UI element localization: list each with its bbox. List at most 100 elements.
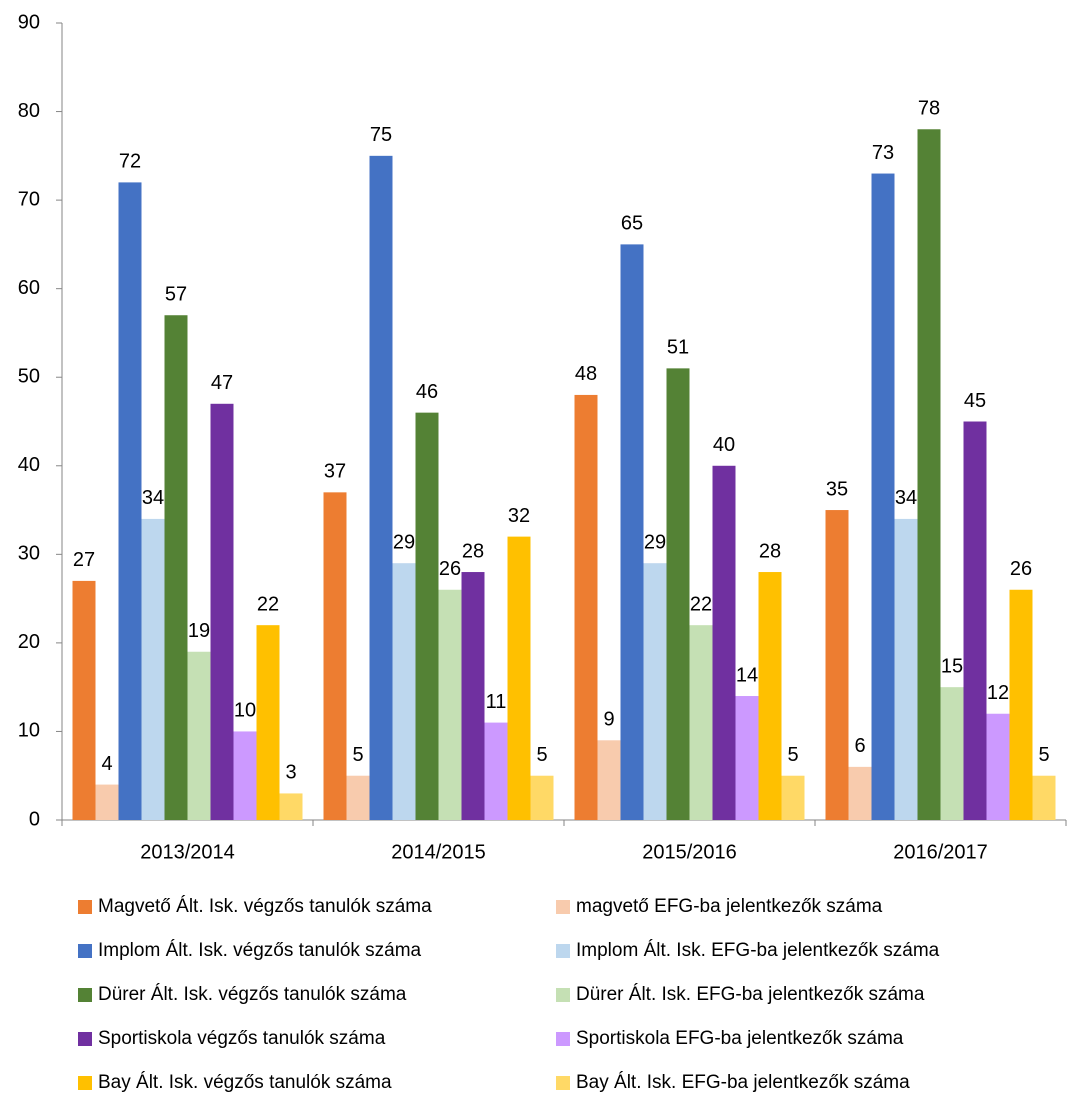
- y-tick-label: 20: [18, 631, 40, 653]
- x-tick-label: 2016/2017: [893, 841, 988, 863]
- legend-swatch: [556, 988, 570, 1002]
- bar: [574, 394, 598, 820]
- bar: [438, 589, 462, 820]
- legend-label: Bay Ált. Isk. végzős tanulók száma: [98, 1072, 392, 1093]
- bar: [825, 510, 849, 820]
- bar: [461, 572, 485, 820]
- data-label: 4: [101, 753, 112, 775]
- data-label: 73: [872, 142, 894, 164]
- legend-label: Bay Ált. Isk. EFG-ba jelentkezők száma: [576, 1072, 910, 1093]
- bar: [484, 722, 508, 820]
- legend-label: Dürer Ált. Isk. EFG-ba jelentkezők száma: [576, 984, 925, 1005]
- data-label: 10: [234, 700, 256, 722]
- data-label: 57: [165, 284, 187, 306]
- data-label: 5: [536, 744, 547, 766]
- data-label: 75: [370, 124, 392, 146]
- data-label: 29: [393, 531, 415, 553]
- bar: [848, 766, 872, 820]
- data-label: 46: [416, 381, 438, 403]
- bar: [323, 492, 347, 820]
- y-tick-label: 70: [18, 188, 40, 210]
- legend-swatch: [78, 1032, 92, 1046]
- legend-swatch: [78, 988, 92, 1002]
- legend-label: Dürer Ált. Isk. végzős tanulók száma: [98, 984, 407, 1005]
- bar: [712, 465, 736, 820]
- data-label: 5: [1038, 744, 1049, 766]
- legend-label: Magvető Ált. Isk. végzős tanulók száma: [98, 896, 432, 917]
- data-label: 47: [211, 372, 233, 394]
- y-tick-label: 90: [18, 11, 40, 33]
- legend-swatch: [78, 900, 92, 914]
- bar: [187, 651, 211, 820]
- bar: [871, 173, 895, 821]
- y-tick-label: 80: [18, 100, 40, 122]
- data-label: 78: [918, 98, 940, 120]
- bar: [940, 687, 964, 820]
- y-tick-label: 60: [18, 277, 40, 299]
- data-label: 11: [486, 691, 507, 713]
- legend-label: magvető EFG-ba jelentkezők száma: [576, 896, 883, 917]
- y-tick-label: 10: [18, 720, 40, 742]
- legend-swatch: [78, 1076, 92, 1090]
- data-label: 45: [964, 390, 986, 412]
- bar: [392, 563, 416, 820]
- data-label: 35: [826, 478, 848, 500]
- bar: [507, 536, 531, 820]
- bar: [530, 775, 554, 820]
- bar: [986, 713, 1010, 820]
- data-label: 65: [621, 213, 643, 235]
- bar: [279, 793, 303, 820]
- data-label: 26: [439, 558, 461, 580]
- bar: [620, 244, 644, 820]
- x-tick-label: 2015/2016: [642, 841, 737, 863]
- legend-swatch: [556, 900, 570, 914]
- data-label: 19: [188, 620, 210, 642]
- y-tick-label: 30: [18, 543, 40, 565]
- data-label: 3: [285, 762, 296, 784]
- legend-label: Sportiskola végzős tanulók száma: [98, 1028, 386, 1049]
- bar: [894, 518, 918, 820]
- bar: [735, 696, 759, 820]
- bar: [1009, 589, 1033, 820]
- legend-label: Implom Ált. Isk. EFG-ba jelentkezők szám…: [576, 940, 940, 961]
- y-tick-label: 0: [29, 808, 40, 830]
- bar: [210, 403, 234, 820]
- data-label: 9: [603, 709, 614, 731]
- legend-swatch: [78, 944, 92, 958]
- data-label: 5: [352, 744, 363, 766]
- data-label: 40: [713, 434, 735, 456]
- legend-label: Sportiskola EFG-ba jelentkezők száma: [576, 1028, 904, 1049]
- bar: [781, 775, 805, 820]
- bar: [415, 412, 439, 820]
- bar: [95, 784, 119, 820]
- legend-label: Implom Ált. Isk. végzős tanulók száma: [98, 940, 422, 961]
- bar: [689, 625, 713, 820]
- legend-swatch: [556, 1032, 570, 1046]
- data-label: 28: [462, 540, 484, 562]
- data-label: 72: [119, 151, 141, 173]
- bar: [233, 731, 257, 820]
- data-label: 22: [690, 593, 712, 615]
- data-label: 22: [257, 593, 279, 615]
- data-label: 27: [73, 549, 95, 571]
- data-label: 5: [787, 744, 798, 766]
- x-tick-label: 2013/2014: [140, 841, 235, 863]
- bar: [597, 740, 621, 820]
- bar: [963, 421, 987, 820]
- bar: [346, 775, 370, 820]
- bar: [256, 625, 280, 820]
- data-label: 48: [575, 363, 597, 385]
- bar: [141, 518, 165, 820]
- data-label: 12: [987, 682, 1009, 704]
- bar: [72, 580, 96, 820]
- y-tick-label: 40: [18, 454, 40, 476]
- y-tick-label: 50: [18, 366, 40, 388]
- bar: [643, 563, 667, 820]
- legend-swatch: [556, 1076, 570, 1090]
- bar: [118, 182, 142, 820]
- bar: [1032, 775, 1056, 820]
- data-label: 28: [759, 540, 781, 562]
- bar: [666, 368, 690, 820]
- data-label: 32: [508, 505, 530, 527]
